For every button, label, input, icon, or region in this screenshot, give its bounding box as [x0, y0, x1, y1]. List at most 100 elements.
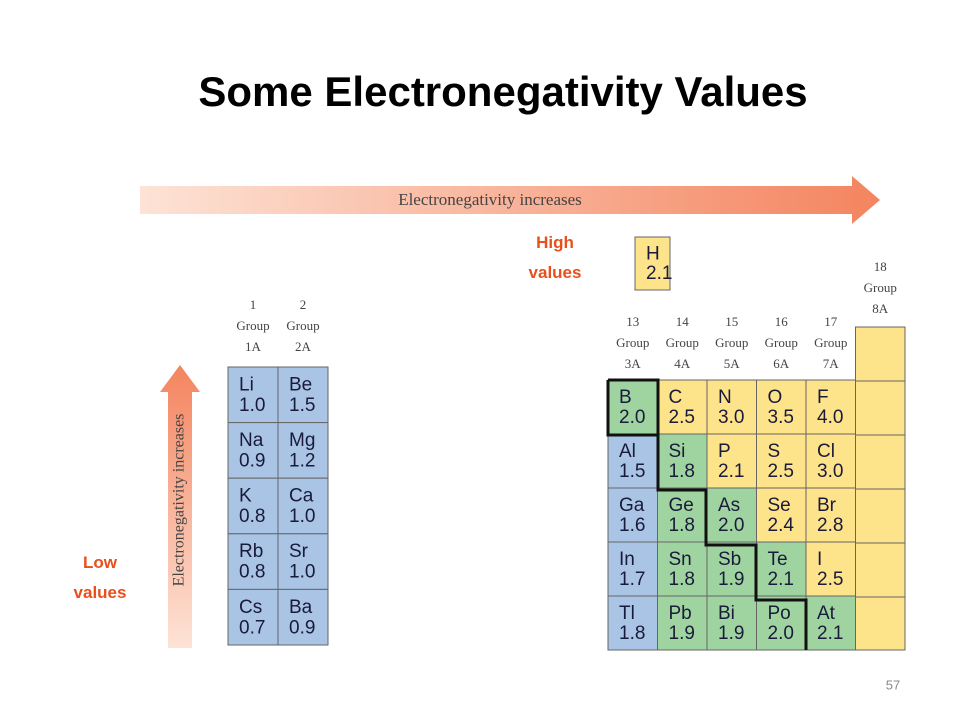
vertical-arrow [160, 365, 200, 648]
element-symbol: Po [768, 603, 791, 624]
element-symbol: N [718, 387, 732, 408]
element-symbol: Ca [289, 486, 314, 507]
element-symbol: Li [239, 374, 254, 395]
element-symbol: Sr [289, 541, 309, 562]
element-symbol: C [669, 387, 683, 408]
element-cell [227, 422, 279, 479]
element-cell [277, 366, 329, 424]
group-header: Group [666, 335, 699, 350]
element-cell [277, 588, 329, 646]
element-symbol: Cl [817, 441, 835, 462]
element-cell [657, 541, 708, 597]
element-value: 1.8 [669, 461, 695, 482]
element-cell [706, 433, 757, 489]
element-cell [227, 477, 279, 535]
arrow-label: Electronegativity increases [171, 414, 188, 587]
element-cell [277, 533, 329, 590]
element-cell [657, 595, 708, 651]
element-value: 2.1 [817, 623, 843, 644]
element-value: 1.9 [669, 623, 695, 644]
slide-title: Some Electronegativity Values [198, 68, 807, 115]
element-symbol: Te [768, 549, 788, 570]
element-value: 0.8 [239, 506, 265, 527]
element-cell [706, 379, 757, 435]
element-symbol: Na [239, 430, 264, 451]
group-header: 15 [725, 314, 738, 329]
element-value: 1.8 [619, 623, 645, 644]
element-value: 1.5 [289, 395, 315, 416]
element-value: 1.0 [239, 395, 265, 416]
metal-border [606, 378, 808, 650]
element-symbol: K [239, 486, 252, 507]
group-header: 6A [773, 356, 790, 371]
element-symbol: Ba [289, 597, 313, 618]
group-header: 16 [775, 314, 789, 329]
element-value: 2.5 [817, 569, 843, 590]
element-cell [706, 595, 757, 651]
group-header: Group [616, 335, 649, 350]
element-cell [756, 595, 807, 651]
element-symbol: Be [289, 374, 312, 395]
arrow-label: Electronegativity increases [398, 190, 582, 209]
element-symbol: In [619, 549, 635, 570]
element-symbol: Tl [619, 603, 635, 624]
element-value: 3.0 [718, 407, 744, 428]
element-value: 1.7 [619, 569, 645, 590]
element-value: 2.1 [718, 461, 744, 482]
group-header: 7A [823, 356, 840, 371]
element-symbol: S [768, 441, 781, 462]
element-symbol: Cs [239, 597, 262, 618]
element-value: 1.9 [718, 569, 744, 590]
group-header: 1A [245, 339, 262, 354]
element-symbol: Pb [669, 603, 692, 624]
element-value: 0.8 [239, 562, 265, 583]
element-value: 0.9 [239, 451, 265, 472]
group-header: Group [286, 318, 319, 333]
element-value: 1.0 [289, 562, 315, 583]
element-symbol: As [718, 495, 740, 516]
horizontal-arrow [140, 176, 880, 224]
element-symbol: Ga [619, 495, 645, 516]
element-value: 0.7 [239, 617, 265, 638]
group-header: 2 [300, 297, 307, 312]
group-header: Group [814, 335, 847, 350]
element-symbol: Bi [718, 603, 735, 624]
element-symbol: Ge [669, 495, 694, 516]
element-value: 2.0 [718, 515, 744, 536]
element-value: 2.0 [619, 407, 645, 428]
group-header: Group [864, 280, 897, 295]
group-header: 2A [295, 339, 312, 354]
element-value: 2.1 [768, 569, 794, 590]
element-cell [277, 422, 329, 479]
element-symbol: F [817, 387, 829, 408]
element-cell [607, 379, 658, 435]
table-cells: H2.11Group1A2Group2ALi1.0Be1.5Na0.9Mg1.2… [227, 236, 906, 651]
element-cell [634, 236, 671, 291]
element-cell [607, 595, 658, 651]
group-header: Group [715, 335, 748, 350]
element-value: 2.4 [768, 515, 795, 536]
element-value: 4.0 [817, 407, 843, 428]
page-number: 57 [886, 677, 900, 692]
element-symbol: Se [768, 495, 791, 516]
group-header: 13 [626, 314, 639, 329]
element-symbol: O [768, 387, 783, 408]
element-symbol: Al [619, 441, 636, 462]
element-value: 1.5 [619, 461, 645, 482]
group-header: 14 [676, 314, 690, 329]
element-symbol: Sb [718, 549, 741, 570]
element-value: 0.9 [289, 617, 315, 638]
element-symbol: Br [817, 495, 837, 516]
element-symbol: P [718, 441, 731, 462]
element-cell [706, 487, 757, 543]
element-cell [756, 433, 807, 489]
element-value: 1.2 [289, 451, 315, 472]
element-value: 1.0 [289, 506, 315, 527]
element-value: 3.5 [768, 407, 794, 428]
group-header: 1 [250, 297, 257, 312]
element-cell [657, 379, 708, 435]
group-header: 5A [724, 356, 741, 371]
element-symbol: Sn [669, 549, 692, 570]
